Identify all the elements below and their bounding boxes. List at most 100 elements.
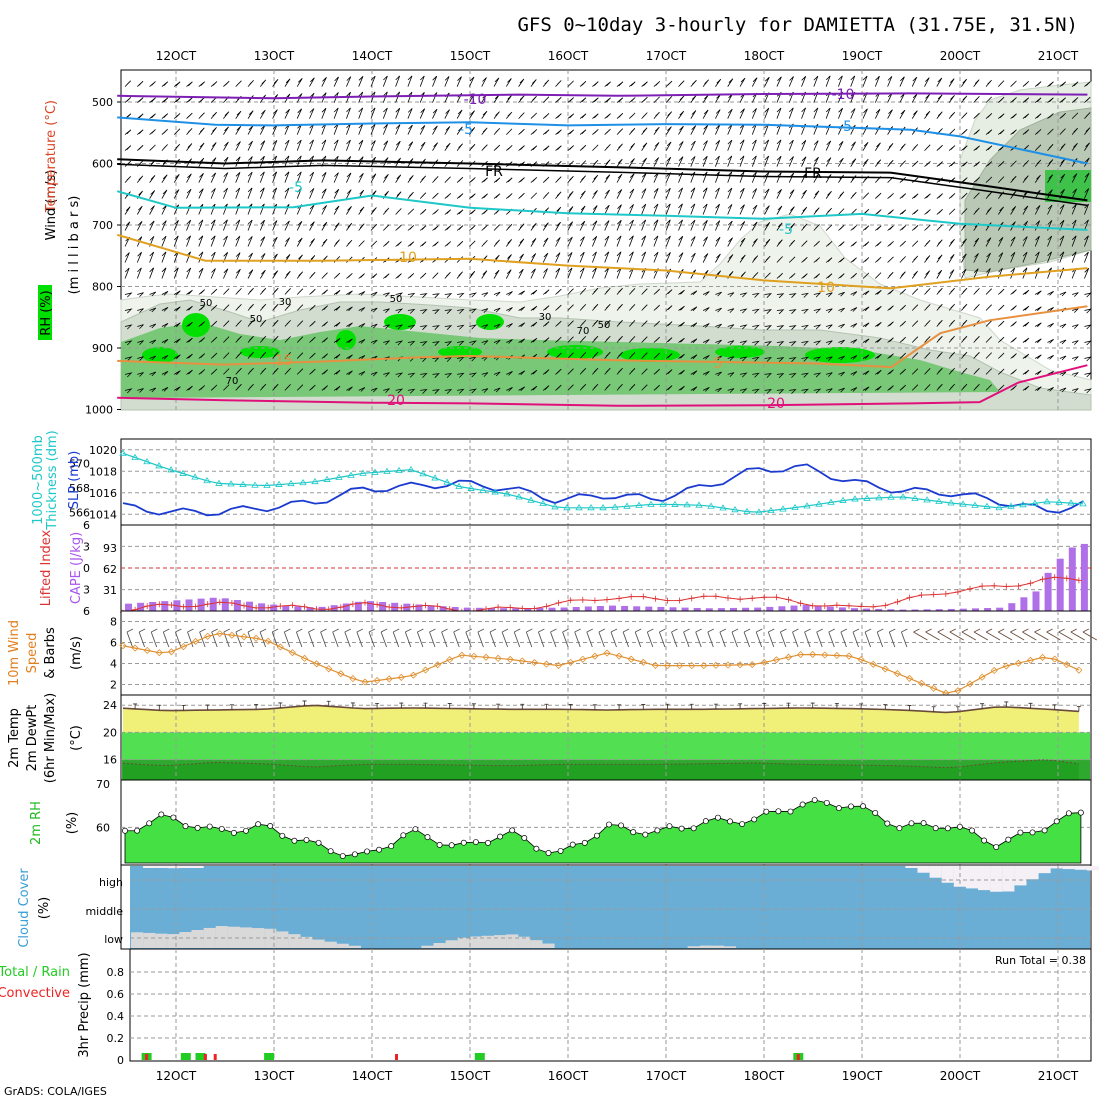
wind-barb (223, 288, 230, 295)
wind-barb (1071, 251, 1077, 263)
wind-barb (850, 75, 856, 87)
contour-label: 10 (399, 250, 417, 266)
wind10-barb (356, 628, 364, 648)
label-cloud: Cloud Cover (17, 868, 32, 948)
low-cloud-block (421, 945, 434, 948)
wind-barb (788, 189, 795, 199)
high-cloud-block (1038, 866, 1051, 874)
wind-barb (235, 336, 242, 343)
wind-barb (420, 389, 428, 394)
precip-total-bar (474, 1053, 485, 1060)
lifted-index-marker (1015, 583, 1022, 590)
wind-barb (874, 159, 882, 167)
lifted-index-marker (773, 594, 780, 601)
wind-barb (186, 267, 192, 279)
label-wind10-units: (m/s) (69, 636, 84, 670)
wind-barb (161, 97, 169, 103)
wind10-barb (332, 628, 339, 648)
wind-barb (530, 112, 537, 119)
wind10-tick-label: 8 (110, 616, 117, 629)
wind-barb (604, 113, 611, 119)
wind-barb (124, 113, 132, 119)
top-date-label: 16OCT (548, 49, 589, 63)
wind-barb (998, 80, 1005, 87)
wind-barb (788, 139, 794, 151)
lifted-index-marker (1063, 575, 1070, 582)
wind-barb (456, 209, 464, 215)
wind-barb (998, 384, 1005, 391)
wind-barb (149, 387, 157, 393)
wind-barb (555, 129, 562, 135)
lifted-index-marker (434, 603, 441, 610)
thickness-marker (875, 494, 883, 501)
label-slp: SLP (mb) (67, 451, 82, 510)
thickness-marker (995, 504, 1003, 511)
wind10-marker (119, 642, 127, 650)
rh2m-marker (182, 823, 189, 830)
wind-barb (1071, 81, 1079, 87)
wind-barb (223, 336, 230, 343)
wind-barb (1022, 160, 1029, 167)
wind-barb (186, 337, 193, 343)
wind-barb (998, 288, 1005, 295)
wind-barb (567, 97, 574, 103)
wind-barb (284, 368, 291, 375)
wind-barb (1059, 235, 1065, 247)
wind-barb (407, 191, 414, 199)
wind-barb (604, 128, 611, 135)
wind-barb (124, 221, 131, 231)
wind-barb (629, 81, 636, 87)
wind-barb (862, 386, 870, 392)
wind-barb (223, 126, 229, 135)
thickness-tick-label: 570 (69, 458, 90, 471)
cape-bar (125, 603, 132, 611)
wind-barb (321, 139, 327, 151)
wind-barb (628, 143, 636, 151)
wind10-barb (864, 628, 872, 648)
wind-barb (887, 353, 894, 359)
wind-barb (481, 372, 489, 377)
wind-barb (149, 81, 156, 87)
wind-barb (801, 388, 809, 394)
wind-barb (259, 236, 266, 247)
wind-barb (1034, 159, 1042, 167)
lifted-index-marker (253, 604, 260, 611)
wind-barb (432, 325, 440, 330)
wind-barb (395, 140, 401, 151)
rh2m-marker (678, 825, 685, 832)
wind-barb (382, 207, 390, 215)
wind-barb (137, 97, 144, 103)
wind-barb (419, 125, 426, 135)
rh2m-marker (606, 821, 612, 828)
wind-barb (137, 356, 144, 361)
wind10-barb (1070, 628, 1085, 641)
wind-barb (346, 354, 353, 360)
wind-barb (1047, 81, 1054, 87)
label-cape: CAPE (J/kg) (69, 532, 84, 604)
wind10-barb (211, 628, 218, 648)
wind-barb (1022, 175, 1029, 183)
wind-barb (616, 287, 623, 295)
wind-barb (259, 253, 266, 263)
wind-barb (346, 107, 351, 119)
wind-barb (739, 237, 746, 247)
lifted-index-marker (833, 602, 840, 609)
wind-barb (469, 308, 477, 314)
lifted-index-marker (725, 595, 731, 602)
temp-minmax-marker (423, 702, 428, 709)
wind10-barb (900, 628, 908, 648)
wind-barb (739, 254, 746, 263)
thickness-marker (407, 465, 415, 473)
temp-minmax-marker (229, 704, 234, 710)
wind-barb (702, 387, 710, 392)
wind-barb (801, 372, 809, 378)
wind10-marker (627, 655, 635, 663)
rh-zone-90 (142, 347, 178, 363)
wind-barb (678, 289, 685, 295)
wind-barb (272, 79, 279, 87)
contour-label: 20 (767, 396, 785, 412)
wind-barb (457, 388, 465, 394)
wind-barb (579, 81, 587, 87)
wind-barb (469, 225, 476, 231)
thickness-marker (443, 478, 451, 485)
